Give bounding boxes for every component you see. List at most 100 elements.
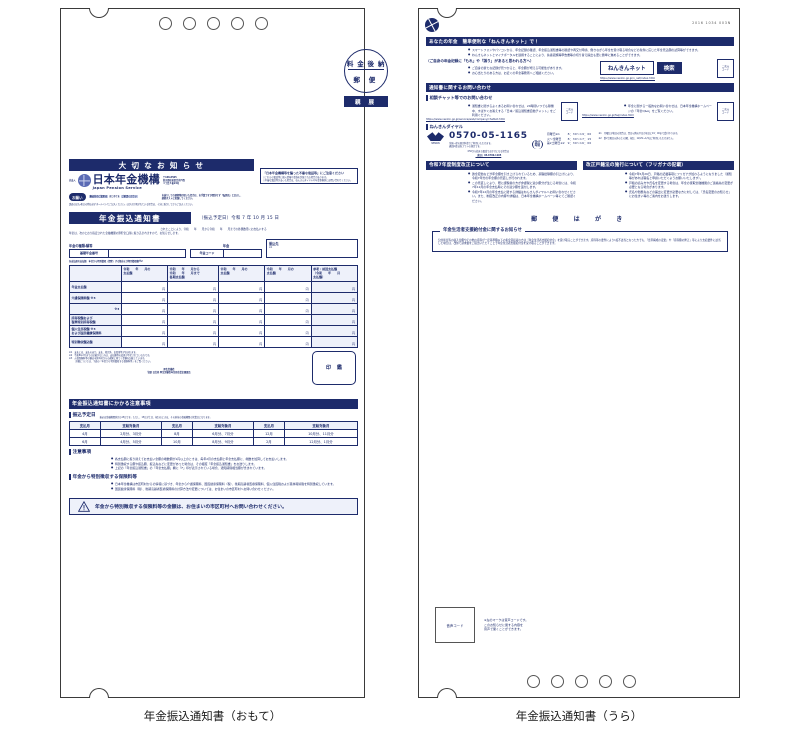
pension-notice-back-sheet: 2016 1034 003N あなたの年金 簡単便利な「ねんきんネット」で！ ス…	[418, 8, 740, 698]
voice-code-box: 音声コード	[435, 607, 475, 643]
amount-cell[interactable]: 円	[217, 324, 266, 337]
reform-list: 賃金変動などが年金額を引き上げられているため、基礎控除額の引上げにより、令和7年…	[428, 172, 577, 204]
caption-back: 年金振込通知書（うら）	[515, 709, 643, 723]
payment-date-value: 令和 7 年 10 月 15 日	[231, 216, 280, 222]
hours-time: 9：30〜16：00	[567, 141, 592, 146]
hours-note: ※2 第2土曜日以外の土・日曜、祝日、12/29〜1/3はご利用いただけません。	[598, 137, 675, 141]
amount-cell[interactable]: 円	[217, 335, 266, 348]
basic-pension-number-input[interactable]	[109, 248, 186, 258]
hours-day: 第2土曜日※2	[546, 141, 565, 146]
amount-cell[interactable]: 円	[167, 280, 219, 293]
pension-dial-number[interactable]: 0570-05-1165	[449, 131, 528, 142]
chat-left-url[interactable]: https://www.nenkin.go.jp/service/web/com…	[426, 118, 505, 122]
amount-cell[interactable]: 円	[120, 335, 169, 348]
support-benefit-body: 公的年金等の収入金額やその他の所得が一定基準額以下の年金受給者の方は「年金生活者…	[438, 238, 721, 246]
issuer-line2: 管轄 日比谷 厚生労働省年金局事業企画課長	[147, 371, 191, 375]
qr-code-icon[interactable]: 二次元 コード	[717, 102, 734, 122]
amount-cell[interactable]: 円	[310, 280, 359, 293]
postal-paid-mark: 料 金 後 納 郵 便 親 展	[344, 49, 388, 107]
amount-cell[interactable]: 円	[167, 324, 219, 337]
koseki-item: 令和7年5月26日、戸籍の記載事項にフリガナが加わるようになりました（通知等があ…	[625, 172, 734, 181]
amount-cell[interactable]: 円	[310, 324, 359, 337]
qr-code-icon[interactable]: 二次元 コード	[717, 59, 734, 79]
amount-cell[interactable]: 円	[264, 291, 312, 304]
amount-cell[interactable]: 円	[120, 280, 169, 293]
amount-cell[interactable]: 円	[167, 302, 219, 315]
pension-dial-block: NENKIN 0570-05-1165 全国一律の固定料金でご利用いただけます。…	[426, 131, 734, 157]
request-pill: お願い	[69, 193, 86, 201]
schedule-description: 振込は金融機関所定の15日です。ただし、15日が土日、祝日のときは、その直前の金…	[99, 415, 212, 419]
sender-prefix: 差出人	[69, 179, 76, 182]
amount-cell[interactable]: 円	[167, 313, 219, 326]
punch-hole	[551, 675, 564, 688]
amount-cell[interactable]: 円	[310, 302, 359, 315]
amount-cell[interactable]: 円	[264, 335, 312, 348]
amount-cell[interactable]: 円	[264, 280, 312, 293]
fraud-warning-item: ○不審な電話等があった場合は、ねんきんダイヤルや年金事務所にお問い合わせください…	[263, 178, 353, 182]
amount-cell[interactable]: 円	[217, 313, 266, 326]
schedule-col-header: 支払月	[253, 420, 285, 430]
table-row: 介護保険料額 ※3 円 円 円 円 円	[69, 291, 359, 304]
amount-cell[interactable]: 円	[120, 302, 169, 315]
amount-cell[interactable]: 円	[310, 313, 359, 326]
caution-item: 各支払額に振り替えてお支払い金額の端数額が1円以上のときは、毎年2月の支払額と年…	[111, 457, 358, 461]
punch-hole	[255, 17, 268, 30]
insurance-item: 日本年金機構は市区町村からの情報に基づき、年金から介護保険料、国民健康保険料（税…	[111, 482, 358, 486]
amount-cell[interactable]: 円	[167, 335, 219, 348]
request-row: お願い 振込先のご変更は まとめてを ご確認ください お送りしての郵便物が届いた…	[69, 193, 358, 201]
amount-cell[interactable]: 円	[310, 335, 359, 348]
nenkin-net-button[interactable]: ねんきんネット	[600, 61, 654, 76]
schedule-cell: 4月	[69, 428, 101, 438]
sheet-notch-top	[89, 8, 109, 18]
qr-code-icon[interactable]: 二次元 コード	[561, 102, 578, 122]
caution-list: 各支払額に振り替えてお支払い金額の端数額が1円以上のときは、毎年2月の支払額と年…	[71, 457, 358, 471]
amount-cell[interactable]: 円	[120, 324, 169, 337]
amount-cell[interactable]: 円	[217, 291, 266, 304]
nenkin-net-item: ねんきんネットとマイナポータルを連携することにより、扶養親族等申告書等の切り替え…	[468, 53, 734, 57]
payment-date: （振込予定日）令和 7 年 10 月 15 日	[199, 215, 279, 221]
row-label: 所得税額および 復興特別所得税額	[69, 313, 122, 326]
important-notice-bar: 大 切 な お 知 ら せ	[69, 159, 254, 171]
ip-phone-number[interactable]: （東京）03-6700-1165	[475, 153, 502, 157]
amount-cell[interactable]: 円	[167, 291, 219, 304]
search-button[interactable]: 検索	[656, 62, 682, 75]
document-title-bar: 年金振込通知書	[69, 212, 191, 225]
amount-cell[interactable]: 円	[264, 324, 312, 337]
fraud-warning-box: 「日本年金機構等を騙った不審な電話等」にご注意ください ○これらの電話等に個人情…	[260, 168, 358, 185]
amount-cell[interactable]: 円	[310, 291, 359, 304]
seal-box: 印 鑑	[312, 350, 356, 385]
schedule-col-header: 支払月	[161, 420, 193, 430]
schedule-row: 6月 4月分、5月分 10月 8月分、9月分 2月 12月分、1月分	[69, 436, 359, 446]
amount-cell[interactable]: 円	[120, 291, 169, 304]
form-code: 2016 1034 003N	[692, 21, 731, 25]
schedule-cell: 12月分、1月分	[283, 436, 359, 446]
footnote: 詳細については、下面の「年金から特別徴収する保険料等」をご覧ください。	[69, 359, 153, 363]
row-label: 年金支払額	[69, 280, 122, 293]
request-highlight1: 振込先のご変更は	[88, 195, 109, 199]
chat-right-url[interactable]: https://www.nenkin.go.jp/faq/index.html	[582, 113, 634, 117]
organization-name: 日本年金機構	[92, 173, 160, 186]
amount-cell[interactable]: 円	[264, 313, 312, 326]
koseki-item: 戸籍の読み方や氏名を変更する場合は、年金の受取金融機関のご連絡先の変更が必要とな…	[625, 181, 734, 190]
nenkin-bird-icon: NENKIN	[426, 132, 445, 148]
intro-line2: 年金は、次のとおり指定された金融機関の預貯金口座に振り込まれますので、お知らせし…	[69, 231, 181, 235]
amount-cell[interactable]: 円	[120, 313, 169, 326]
amount-cell[interactable]: 円	[264, 302, 312, 315]
insurance-item: 国民健康保険料（税）、後期高齢者医療保険料の計算方法や変更については、お住まいの…	[111, 487, 358, 491]
payment-amount-table: 令和 年 月の 支払額 令和 年 月から 令和 年 月まで 各期支払額 令和 年…	[69, 264, 359, 348]
transfer-destination-label: 振込先	[269, 241, 279, 246]
schedule-cell: 8月	[161, 428, 193, 438]
punch-hole	[159, 17, 172, 30]
table-col-header: 令和 年 月の 支払額	[217, 264, 266, 282]
footnote: ※2 令和8年2月までの記載がない方は、支払額等の変更が予定されている方です。	[69, 353, 152, 357]
schedule-header-row: 支払月 支給対象月 支払月 支給対象月 支払月 支給対象月	[69, 420, 359, 430]
amount-cell[interactable]: 円	[217, 302, 266, 315]
punch-hole	[207, 17, 220, 30]
amount-cell[interactable]: 円	[217, 280, 266, 293]
schedule-col-header: 支給対象月	[191, 420, 255, 430]
request-note2: 郵便ポストに投函してください。	[161, 197, 195, 200]
row-label: 特別徴収額込額	[69, 335, 122, 348]
pension-code-input[interactable]	[224, 248, 262, 258]
nenkin-net-url[interactable]: https://www.nenkin.go.jp/n_net/index.htm…	[600, 77, 655, 81]
table-row: 個人住民税額 ※3 および国民健康保険料 円 円 円 円 円	[69, 324, 359, 337]
